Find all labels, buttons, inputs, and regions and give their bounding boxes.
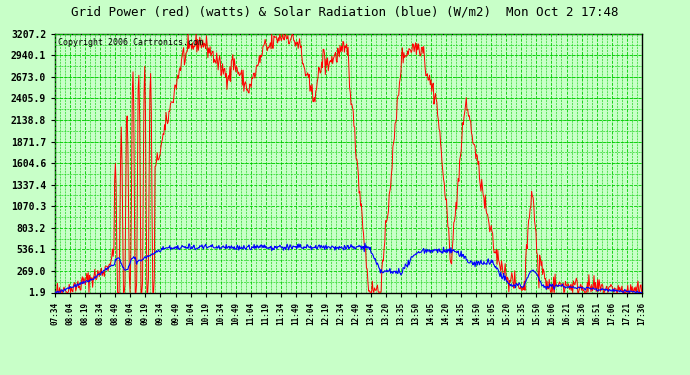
- Text: Copyright 2006 Cartronics.com: Copyright 2006 Cartronics.com: [58, 38, 203, 46]
- Text: Grid Power (red) (watts) & Solar Radiation (blue) (W/m2)  Mon Oct 2 17:48: Grid Power (red) (watts) & Solar Radiati…: [71, 6, 619, 19]
